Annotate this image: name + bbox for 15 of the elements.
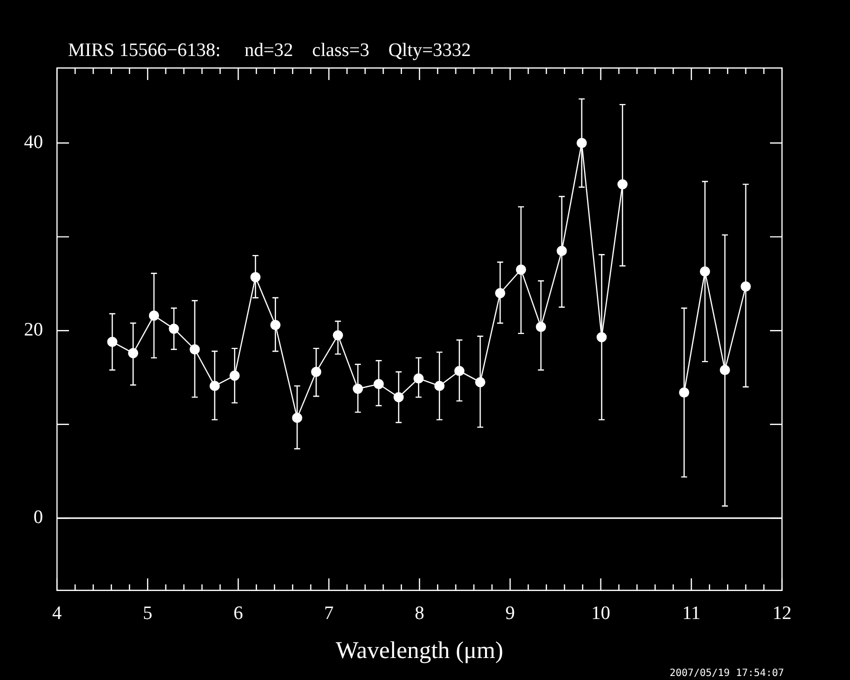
y-tick-label: 0: [34, 507, 43, 528]
x-tick-label: 11: [682, 602, 701, 624]
y-tick-label: 20: [24, 320, 43, 341]
x-axis-title: Wavelength (μm): [336, 638, 504, 664]
y-tick-label: 40: [24, 132, 43, 154]
text: 2007/05/19 17:54:07: [670, 668, 784, 679]
x-tick-label: 8: [414, 602, 424, 624]
x-tick-label: 12: [772, 602, 792, 624]
x-tick-label: 4: [52, 602, 62, 624]
x-tick-label: 9: [505, 602, 515, 624]
x-tick-label: 10: [591, 602, 610, 624]
chart-title: MIRS 15566−6138: nd=32 class=3 Qlty=3332: [68, 40, 471, 62]
x-tick-label: 6: [234, 602, 243, 624]
x-tick-label: 7: [324, 602, 334, 624]
x-tick-label: 5: [142, 602, 152, 624]
